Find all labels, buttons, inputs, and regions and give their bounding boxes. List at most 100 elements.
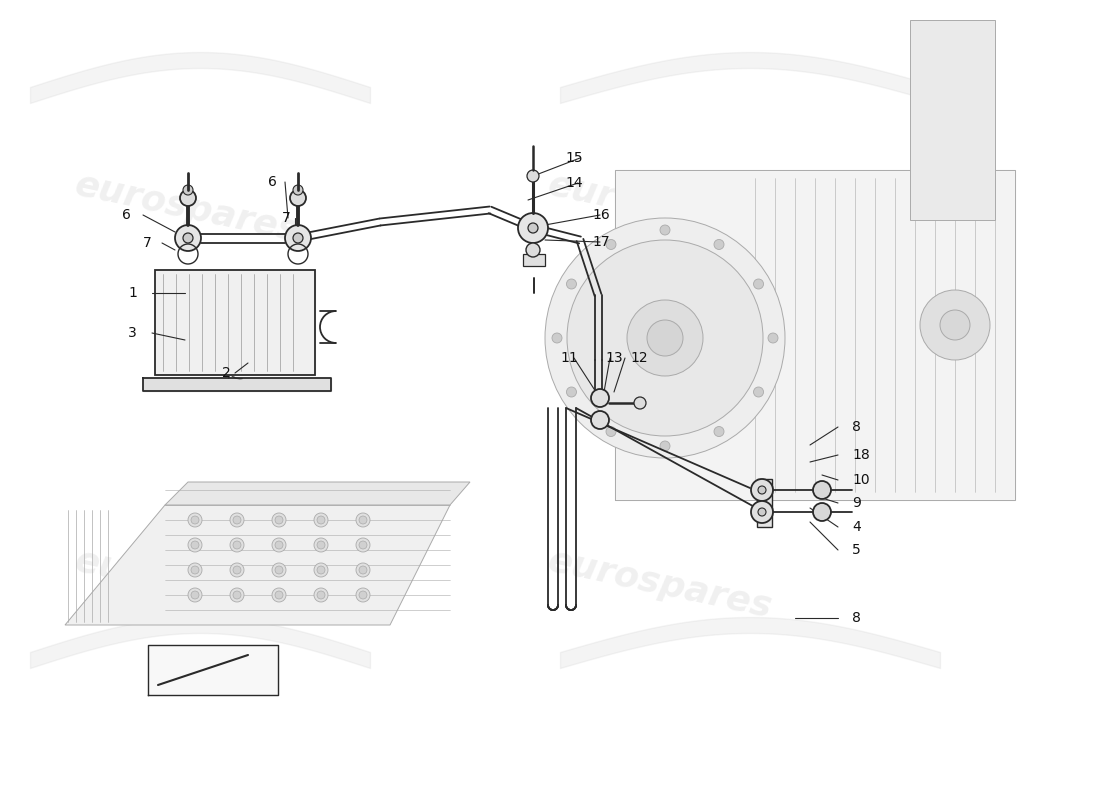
Circle shape bbox=[317, 591, 324, 599]
Bar bbox=[522, 254, 544, 266]
Text: 8: 8 bbox=[852, 611, 861, 625]
Text: eurospares: eurospares bbox=[72, 168, 302, 248]
Text: 8: 8 bbox=[852, 420, 861, 434]
Circle shape bbox=[356, 538, 370, 552]
Polygon shape bbox=[143, 378, 331, 391]
Circle shape bbox=[566, 240, 763, 436]
Text: 3: 3 bbox=[128, 326, 136, 340]
Text: 6: 6 bbox=[122, 208, 131, 222]
Text: eurospares: eurospares bbox=[72, 544, 302, 624]
Circle shape bbox=[191, 516, 199, 524]
Circle shape bbox=[175, 225, 201, 251]
Text: 15: 15 bbox=[565, 151, 583, 165]
Circle shape bbox=[634, 397, 646, 409]
Text: 7: 7 bbox=[282, 211, 290, 225]
Bar bbox=[155, 270, 315, 375]
Circle shape bbox=[813, 481, 830, 499]
Circle shape bbox=[317, 566, 324, 574]
Circle shape bbox=[272, 588, 286, 602]
Circle shape bbox=[317, 516, 324, 524]
Polygon shape bbox=[155, 270, 315, 375]
Circle shape bbox=[230, 513, 244, 527]
Bar bbox=[757, 479, 772, 527]
Text: 5: 5 bbox=[852, 543, 860, 557]
Circle shape bbox=[233, 516, 241, 524]
Circle shape bbox=[183, 185, 192, 195]
Circle shape bbox=[758, 486, 766, 494]
Circle shape bbox=[314, 588, 328, 602]
Circle shape bbox=[751, 501, 773, 523]
Circle shape bbox=[606, 426, 616, 437]
Circle shape bbox=[230, 588, 244, 602]
Circle shape bbox=[647, 320, 683, 356]
Text: 6: 6 bbox=[268, 175, 277, 189]
Circle shape bbox=[314, 513, 328, 527]
Polygon shape bbox=[615, 170, 1015, 500]
Circle shape bbox=[272, 538, 286, 552]
Bar bbox=[910, 20, 996, 220]
Polygon shape bbox=[148, 645, 278, 695]
Text: 18: 18 bbox=[852, 448, 870, 462]
Circle shape bbox=[233, 566, 241, 574]
Circle shape bbox=[314, 563, 328, 577]
Circle shape bbox=[566, 279, 576, 289]
Circle shape bbox=[356, 513, 370, 527]
Circle shape bbox=[768, 333, 778, 343]
Circle shape bbox=[566, 387, 576, 397]
Text: eurospares: eurospares bbox=[544, 168, 776, 248]
Circle shape bbox=[290, 190, 306, 206]
Circle shape bbox=[552, 333, 562, 343]
Circle shape bbox=[275, 566, 283, 574]
Circle shape bbox=[526, 243, 540, 257]
Circle shape bbox=[285, 225, 311, 251]
Circle shape bbox=[233, 541, 241, 549]
Text: 9: 9 bbox=[852, 496, 861, 510]
Text: 11: 11 bbox=[560, 351, 578, 365]
Circle shape bbox=[191, 591, 199, 599]
Circle shape bbox=[528, 223, 538, 233]
Circle shape bbox=[359, 566, 367, 574]
Circle shape bbox=[751, 479, 773, 501]
Circle shape bbox=[230, 563, 244, 577]
Circle shape bbox=[754, 279, 763, 289]
Text: 10: 10 bbox=[852, 473, 870, 487]
Polygon shape bbox=[65, 505, 450, 625]
Circle shape bbox=[180, 190, 196, 206]
Circle shape bbox=[191, 566, 199, 574]
Text: 4: 4 bbox=[852, 520, 860, 534]
Circle shape bbox=[188, 588, 202, 602]
Circle shape bbox=[230, 538, 244, 552]
Text: eurospares: eurospares bbox=[544, 544, 776, 624]
Text: 13: 13 bbox=[605, 351, 623, 365]
Circle shape bbox=[188, 513, 202, 527]
Text: 2: 2 bbox=[222, 366, 231, 380]
Circle shape bbox=[314, 538, 328, 552]
Circle shape bbox=[920, 290, 990, 360]
Circle shape bbox=[233, 591, 241, 599]
Circle shape bbox=[275, 516, 283, 524]
Circle shape bbox=[272, 563, 286, 577]
Circle shape bbox=[940, 310, 970, 340]
Text: 14: 14 bbox=[565, 176, 583, 190]
Circle shape bbox=[591, 411, 609, 429]
Circle shape bbox=[293, 185, 303, 195]
Circle shape bbox=[359, 516, 367, 524]
Circle shape bbox=[191, 541, 199, 549]
Circle shape bbox=[527, 170, 539, 182]
Text: 1: 1 bbox=[128, 286, 136, 300]
Circle shape bbox=[356, 588, 370, 602]
Circle shape bbox=[660, 441, 670, 451]
Circle shape bbox=[660, 225, 670, 235]
Text: 7: 7 bbox=[143, 236, 152, 250]
Circle shape bbox=[714, 426, 724, 437]
Circle shape bbox=[714, 239, 724, 250]
Circle shape bbox=[591, 389, 609, 407]
Text: 12: 12 bbox=[630, 351, 648, 365]
Circle shape bbox=[183, 233, 192, 243]
Text: 16: 16 bbox=[592, 208, 609, 222]
Circle shape bbox=[359, 591, 367, 599]
Circle shape bbox=[754, 387, 763, 397]
Polygon shape bbox=[165, 482, 470, 505]
Circle shape bbox=[188, 538, 202, 552]
Circle shape bbox=[758, 508, 766, 516]
